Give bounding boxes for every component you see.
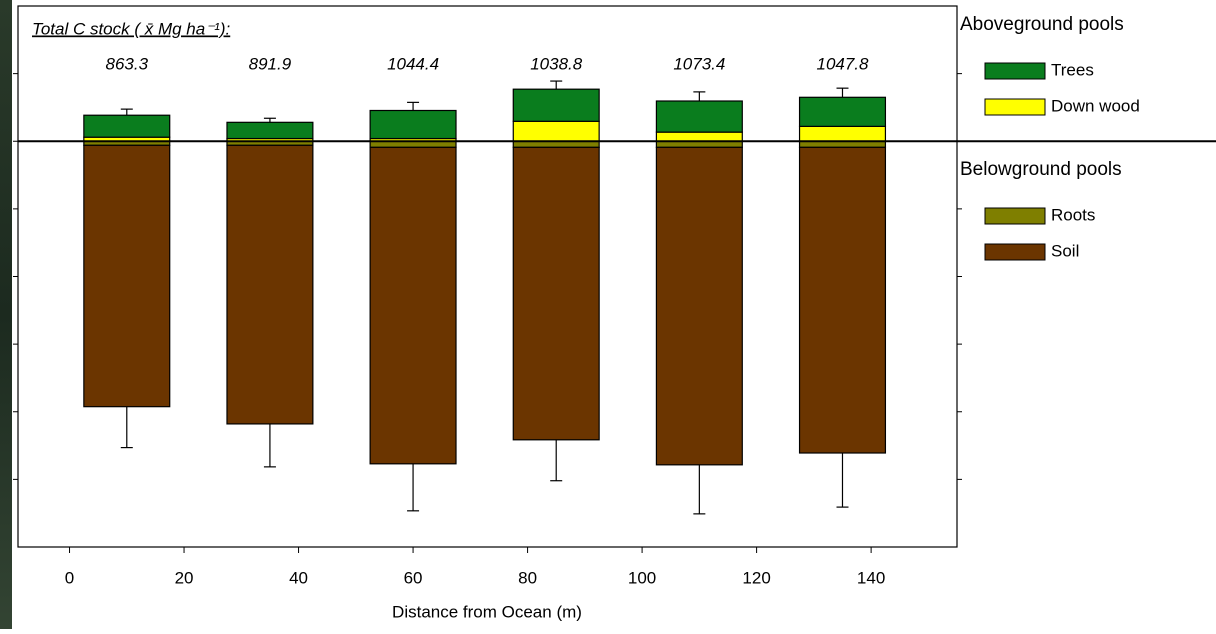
bar-segment <box>369 109 457 140</box>
bar-segment <box>512 146 600 441</box>
bar-segment <box>226 144 314 425</box>
total-label: 1044.4 <box>387 54 439 73</box>
background-photo-strip <box>0 0 12 629</box>
total-label: 1047.8 <box>816 54 869 73</box>
total-label: 863.3 <box>106 54 149 73</box>
bar-segment <box>369 146 457 465</box>
legend-group-title: Belowground pools <box>960 159 1122 180</box>
x-tick-label: 80 <box>518 568 537 587</box>
legend-label: Trees <box>1051 60 1094 79</box>
total-label: 1038.8 <box>530 54 583 73</box>
legend-swatch <box>984 98 1046 116</box>
bar-segment <box>226 121 314 140</box>
legend-swatch <box>984 207 1046 225</box>
total-label: 1073.4 <box>673 54 725 73</box>
annotation-title: Total C stock ( x̄ Mg ha⁻¹): <box>32 19 231 38</box>
x-tick-label: 0 <box>65 568 74 587</box>
bar-segment <box>798 146 887 454</box>
legend-swatch <box>984 243 1046 261</box>
bar-segment <box>798 96 887 127</box>
legend-swatch <box>984 62 1046 80</box>
bar-segment <box>512 120 600 142</box>
x-axis-label: Distance from Ocean (m) <box>392 602 582 621</box>
x-tick-label: 120 <box>742 568 770 587</box>
x-tick-label: 140 <box>857 568 885 587</box>
legend-label: Soil <box>1051 241 1079 260</box>
bar-segment <box>655 131 743 142</box>
x-tick-label: 60 <box>404 568 423 587</box>
x-tick-label: 100 <box>628 568 656 587</box>
legend-group-title: Aboveground pools <box>960 14 1124 35</box>
bar-segment <box>655 146 743 466</box>
legend-label: Down wood <box>1051 96 1140 115</box>
legend-label: Roots <box>1051 205 1095 224</box>
bar-segment <box>83 114 171 138</box>
bar-segment <box>798 125 887 142</box>
bar-segment <box>512 88 600 122</box>
x-tick-label: 40 <box>289 568 308 587</box>
x-tick-label: 20 <box>175 568 194 587</box>
bar-segment <box>655 100 743 133</box>
total-label: 891.9 <box>249 54 292 73</box>
bar-segment <box>83 144 171 408</box>
